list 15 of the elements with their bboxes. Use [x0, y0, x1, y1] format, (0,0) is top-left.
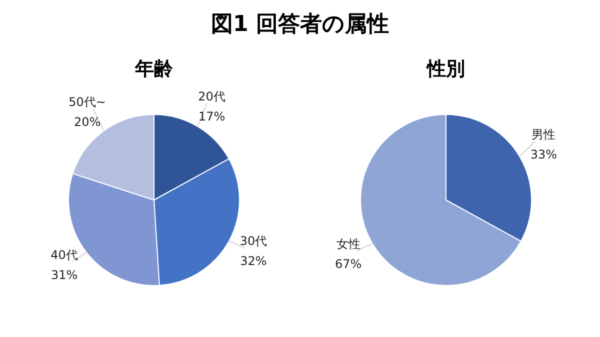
data-label: 33%	[530, 147, 558, 162]
slice-label: 30代	[240, 234, 268, 248]
chart-title: 性別	[425, 57, 466, 82]
data-label: 31%	[50, 268, 78, 282]
data-label: 67%	[334, 256, 362, 271]
slice-label: 20代	[198, 90, 226, 104]
slice-label: 40代	[50, 248, 78, 262]
caption: 図1 回答者の属性	[210, 11, 390, 39]
data-label: 17%	[198, 110, 226, 124]
chart-title: 年齢	[134, 57, 174, 82]
data-label: 32%	[240, 254, 267, 268]
data-label: 20%	[74, 115, 101, 130]
slice-label: 50代~	[68, 95, 106, 110]
slice-label: 女性	[336, 236, 360, 251]
slice-label: 男性	[532, 127, 556, 142]
